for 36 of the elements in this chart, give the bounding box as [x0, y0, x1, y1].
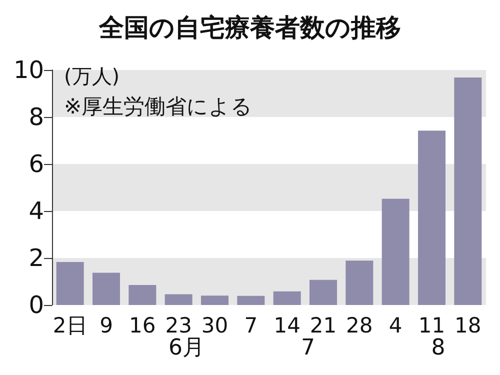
- y-tick-label: 2: [28, 244, 44, 272]
- text: 7: [301, 336, 316, 360]
- bar: [346, 260, 374, 305]
- bar: [56, 262, 84, 305]
- x-tick-label: 18: [454, 314, 482, 338]
- bar: [273, 291, 301, 305]
- text: 8: [431, 336, 446, 360]
- y-tick-label: 10: [13, 56, 44, 84]
- x-tick-label: 21: [310, 314, 337, 338]
- bar: [418, 130, 446, 305]
- bar: [382, 198, 410, 305]
- y-tick-label: 6: [28, 150, 44, 178]
- x-tick-label: 14: [274, 314, 300, 338]
- text: 6月: [168, 336, 205, 360]
- x-tick-label: 30: [201, 314, 228, 338]
- x-tick-label: 7: [244, 314, 258, 338]
- y-tick-label: 0: [28, 291, 44, 319]
- bar: [92, 272, 120, 305]
- x-tick-label: 4: [388, 314, 402, 338]
- bar: [454, 78, 482, 305]
- x-tick-label: 16: [129, 314, 156, 338]
- x-tick-label: 28: [346, 314, 373, 338]
- annotation: ※厚生労働省による: [64, 94, 253, 118]
- y-tick-label: 4: [28, 197, 44, 225]
- x-tick-label: 11: [418, 314, 446, 338]
- bar: [128, 285, 156, 305]
- x-tick-label: 23: [165, 314, 192, 338]
- bar: [164, 294, 192, 305]
- chart-title: 全国の自宅療養者数の推移: [98, 13, 401, 42]
- y-axis-title: (万人): [64, 64, 120, 88]
- bar: [310, 280, 337, 305]
- bar: [201, 296, 228, 305]
- y-tick-label: 8: [28, 103, 44, 131]
- x-tick-label: 9: [100, 314, 113, 338]
- bar: [237, 296, 265, 305]
- x-tick-label: 2日: [52, 314, 88, 338]
